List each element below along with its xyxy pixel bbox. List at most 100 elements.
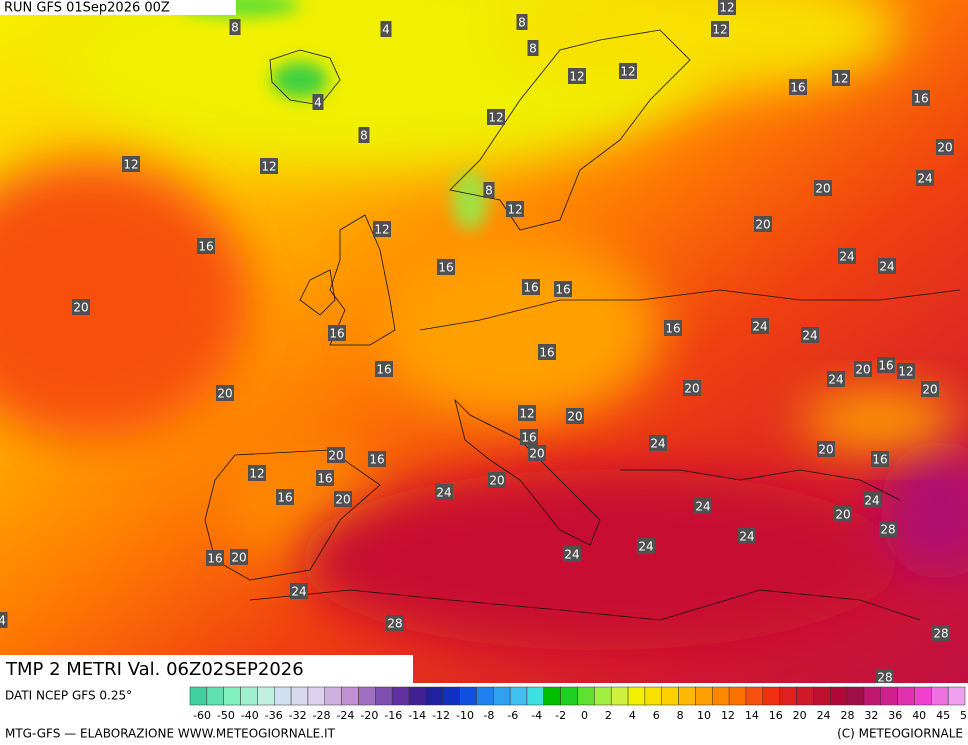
colorbar-tick-label: -50 bbox=[217, 709, 235, 722]
contour-label: 8 bbox=[358, 127, 370, 143]
contour-label-box bbox=[683, 380, 701, 396]
colorbar-tick-label: 0 bbox=[581, 709, 588, 722]
contour-label-text: 16 bbox=[521, 431, 536, 445]
contour-label-text: 20 bbox=[73, 301, 88, 315]
contour-label: 12 bbox=[260, 158, 278, 174]
contour-label-box bbox=[248, 465, 266, 481]
colorbar-swatch bbox=[543, 686, 561, 706]
colorbar-swatch bbox=[476, 686, 494, 706]
contour-label-box bbox=[694, 498, 712, 514]
colorbar-swatch bbox=[341, 686, 359, 706]
contour-label-box bbox=[827, 371, 845, 387]
contour-label: 24 bbox=[563, 546, 581, 562]
contour-label-box bbox=[568, 68, 586, 84]
colorbar-tick-label: -16 bbox=[384, 709, 402, 722]
colorbar-swatch bbox=[257, 686, 275, 706]
contour-label-box bbox=[566, 408, 584, 424]
contour-label: 28 bbox=[876, 669, 894, 685]
colorbar-tick-label: -40 bbox=[241, 709, 259, 722]
contour-label-text: 16 bbox=[207, 552, 222, 566]
contour-label: 16 bbox=[375, 361, 393, 377]
contour-label-text: 12 bbox=[249, 467, 264, 481]
contour-label-text: 20 bbox=[818, 443, 833, 457]
contour-label-box bbox=[328, 325, 346, 341]
contour-label-text: 24 bbox=[828, 373, 843, 387]
contour-label-box bbox=[814, 180, 832, 196]
contour-label-text: 28 bbox=[387, 617, 402, 631]
colorbar-swatch bbox=[914, 686, 932, 706]
contour-label-box bbox=[527, 40, 539, 56]
contour-label-box bbox=[879, 521, 897, 537]
contour-label-text: 24 bbox=[291, 585, 306, 599]
contour-label: 28 bbox=[879, 521, 897, 537]
contour-label-box bbox=[276, 489, 294, 505]
contour-label: 16 bbox=[912, 90, 930, 106]
contour-label-box bbox=[522, 279, 540, 295]
contour-label-text: 28 bbox=[933, 627, 948, 641]
contour-label-box bbox=[876, 669, 894, 685]
contour-label: 20 bbox=[327, 447, 345, 463]
contour-label-box bbox=[488, 472, 506, 488]
contour-label-text: 24 bbox=[802, 329, 817, 343]
contour-label-box bbox=[921, 381, 939, 397]
contour-label-text: 16 bbox=[665, 322, 680, 336]
contour-label: 4 bbox=[312, 94, 324, 110]
colorbar-tick-label: -4 bbox=[531, 709, 542, 722]
contour-label-text: 20 bbox=[755, 218, 770, 232]
contour-label: 16 bbox=[520, 429, 538, 445]
contour-label-text: 28 bbox=[880, 523, 895, 537]
colorbar-swatch bbox=[678, 686, 696, 706]
contour-label-box bbox=[327, 447, 345, 463]
contour-label: 8 bbox=[527, 40, 539, 56]
contour-label-text: 24 bbox=[917, 172, 932, 186]
colorbar-swatch bbox=[273, 686, 292, 706]
contour-label: 12 bbox=[487, 109, 505, 125]
contour-label-text: 12 bbox=[519, 407, 534, 421]
colorbar-swatch bbox=[307, 686, 326, 706]
contour-label-box bbox=[936, 139, 954, 155]
colorbar-tick-label: 32 bbox=[864, 709, 878, 722]
contour-label-box bbox=[368, 451, 386, 467]
contour-label-text: 4 bbox=[0, 614, 6, 628]
colorbar-swatch bbox=[459, 686, 477, 706]
contour-label: 8 bbox=[516, 14, 528, 30]
contour-label-box bbox=[483, 182, 495, 198]
colorbar-swatch bbox=[661, 686, 679, 706]
colorbar-swatch bbox=[931, 686, 949, 706]
colorbar-swatch bbox=[644, 686, 662, 706]
contour-label: 12 bbox=[506, 201, 524, 217]
contour-label-text: 24 bbox=[650, 437, 665, 451]
contour-label-text: 12 bbox=[374, 223, 389, 237]
colorbar-swatch bbox=[880, 686, 898, 706]
footer-right: (C) METEOGIORNALE bbox=[837, 727, 963, 741]
contour-label-text: 8 bbox=[231, 21, 239, 35]
colorbar-tick-label: -24 bbox=[336, 709, 354, 722]
contour-label-box bbox=[878, 258, 896, 274]
contour-label-text: 24 bbox=[839, 250, 854, 264]
colorbar-tick-label: 24 bbox=[817, 709, 831, 722]
colorbar-swatch bbox=[897, 686, 915, 706]
contour-label: 20 bbox=[528, 445, 546, 461]
contour-label-text: 16 bbox=[317, 472, 332, 486]
contour-label-box bbox=[229, 19, 241, 35]
colorbar-tick-label: 20 bbox=[793, 709, 807, 722]
contour-label-text: 20 bbox=[328, 449, 343, 463]
contour-label-box bbox=[435, 484, 453, 500]
contour-label-box bbox=[801, 327, 819, 343]
contour-label-box bbox=[516, 14, 528, 30]
colorbar-swatch bbox=[408, 686, 427, 706]
contour-label-text: 20 bbox=[937, 141, 952, 155]
contour-label-text: 24 bbox=[436, 486, 451, 500]
colorbar-swatch bbox=[577, 686, 595, 706]
contour-label-box bbox=[897, 363, 915, 379]
colorbar-swatch bbox=[610, 686, 629, 706]
contour-label-box bbox=[751, 318, 769, 334]
contour-label-box bbox=[817, 441, 835, 457]
colorbar-tick-label: 55 bbox=[960, 709, 968, 722]
contour-label: 16 bbox=[316, 470, 334, 486]
contour-label: 24 bbox=[738, 528, 756, 544]
colorbar-tick-label: 36 bbox=[888, 709, 902, 722]
colorbar-tick-label: -14 bbox=[408, 709, 426, 722]
colorbar-swatch bbox=[375, 686, 393, 706]
